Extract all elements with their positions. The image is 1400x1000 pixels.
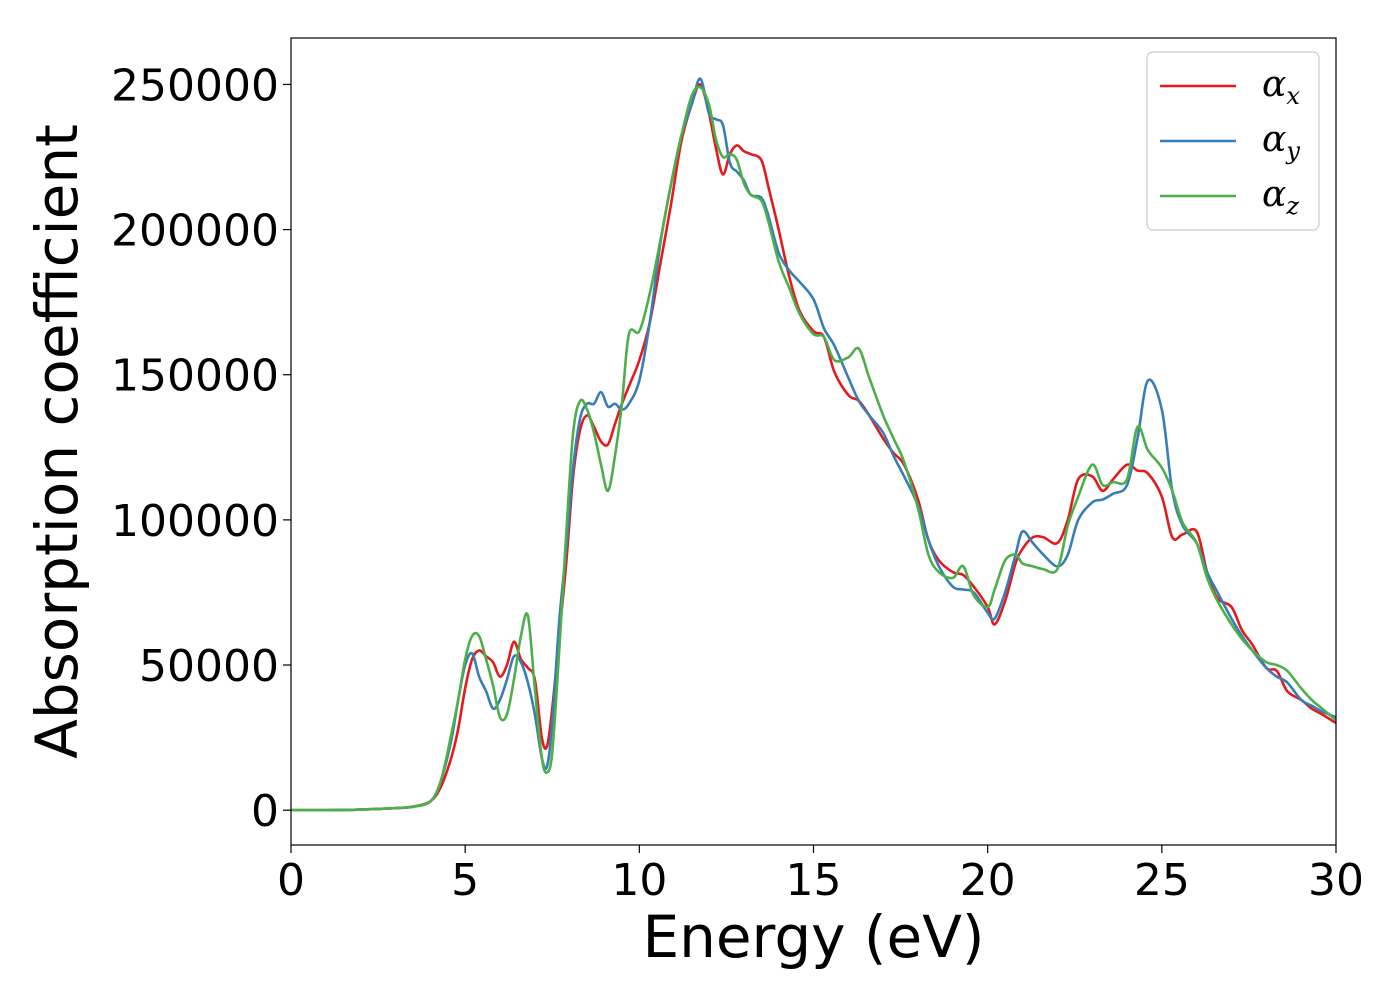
series-line-z [291,85,1336,812]
y-axis-title: Absorption coefficient [23,124,91,759]
x-tick-label: 10 [611,855,667,906]
y-tick-label: 150000 [111,351,279,402]
legend-label-z: αz [1262,174,1299,220]
legend-symbol: α [1262,174,1286,215]
y-tick-label: 100000 [111,496,279,547]
y-tick-label: 250000 [111,60,279,111]
y-tick-label: 200000 [111,206,279,257]
x-tick-label: 5 [451,855,479,906]
legend-subscript: z [1285,192,1299,220]
x-axis-title: Energy (eV) [642,903,984,971]
x-axis-ticks: 0 5 10 15 20 25 30 [277,845,1364,906]
series-lines [291,77,1336,812]
legend-label-y: αy [1262,119,1300,165]
x-tick-label: 15 [786,855,842,906]
legend-symbol: α [1262,119,1286,160]
legend-symbol: α [1262,64,1286,105]
legend-label-x: αx [1262,64,1300,110]
y-axis-ticks: 0 50000 100000 150000 200000 250000 [111,60,291,837]
legend-subscript: x [1286,82,1300,110]
series-line-y [291,77,1336,812]
x-tick-label: 25 [1134,855,1190,906]
x-tick-label: 30 [1308,855,1364,906]
y-tick-label: 0 [251,786,279,837]
y-tick-label: 50000 [139,641,279,692]
legend-subscript: y [1285,137,1300,165]
x-tick-label: 20 [960,855,1016,906]
x-tick-label: 0 [277,855,305,906]
